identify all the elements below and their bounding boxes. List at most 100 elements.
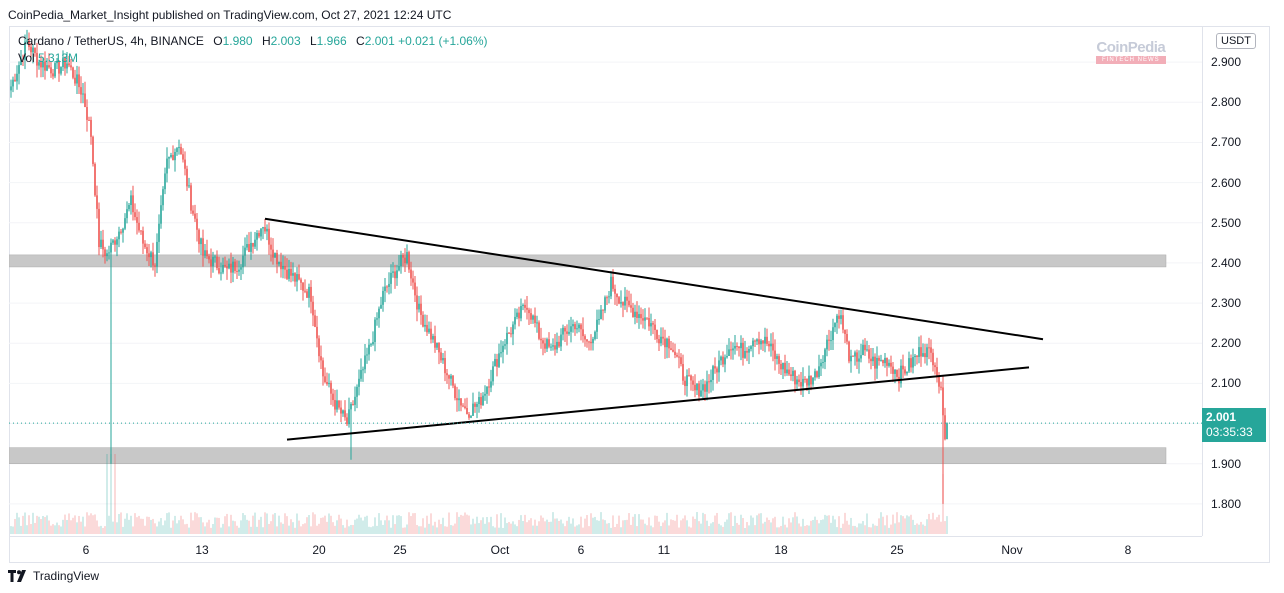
- candle-body: [338, 400, 340, 408]
- candle-body: [174, 151, 176, 161]
- volume-bar: [658, 521, 660, 534]
- candle-body: [272, 249, 274, 258]
- candlestick-chart[interactable]: [9, 26, 1202, 536]
- candle-body: [580, 324, 582, 330]
- volume-bar: [274, 513, 276, 534]
- candle-body: [818, 366, 820, 377]
- candle-body: [204, 250, 206, 256]
- candle-body: [688, 375, 690, 377]
- volume-bar: [190, 512, 192, 534]
- volume-bar: [144, 525, 146, 534]
- symbol-name[interactable]: Cardano / TetherUS, 4h, BINANCE: [18, 34, 204, 48]
- candle-body: [702, 384, 704, 391]
- candle-body: [694, 384, 696, 391]
- volume-bar: [670, 519, 672, 534]
- candle-body: [830, 340, 832, 342]
- candle-body: [462, 405, 464, 407]
- candle-body: [774, 350, 776, 359]
- candle-body: [866, 349, 868, 351]
- volume-bar: [420, 526, 422, 534]
- candle-body: [22, 58, 24, 60]
- candle-body: [754, 340, 756, 342]
- candle-body: [568, 331, 570, 334]
- candle-body: [744, 350, 746, 358]
- candle-body: [710, 379, 712, 383]
- candle-body: [252, 242, 254, 247]
- candle-body: [350, 403, 352, 410]
- volume-value: 5.313M: [38, 51, 79, 65]
- volume-bar: [540, 515, 542, 534]
- volume-bar: [880, 512, 882, 534]
- candle-body: [430, 328, 432, 340]
- candle-body: [562, 327, 564, 335]
- volume-bar: [156, 526, 158, 534]
- time-tick-label: Oct: [490, 543, 510, 557]
- candle-body: [640, 314, 642, 319]
- volume-bar: [316, 525, 318, 534]
- volume-bar: [104, 526, 106, 534]
- candle-body: [870, 358, 872, 362]
- candle-body: [716, 368, 718, 373]
- candle-body: [862, 344, 864, 356]
- currency-button[interactable]: USDT: [1216, 33, 1256, 49]
- candle-body: [360, 370, 362, 379]
- volume-bar: [834, 519, 836, 534]
- volume-bar: [136, 517, 138, 534]
- candle-body: [240, 267, 242, 270]
- candle-body: [152, 252, 154, 266]
- candle-body: [74, 77, 76, 84]
- candle-body: [812, 377, 814, 385]
- candle-body: [792, 370, 794, 377]
- volume-bar: [320, 517, 322, 534]
- volume-bar: [408, 512, 410, 534]
- candle-body: [656, 329, 658, 340]
- candle-body: [766, 336, 768, 344]
- candle-body: [330, 382, 332, 394]
- candle-body: [684, 380, 686, 387]
- volume-bar: [360, 517, 362, 534]
- volume-bar: [256, 526, 258, 534]
- tradingview-footer[interactable]: TradingView: [8, 569, 99, 583]
- candle-body: [334, 400, 336, 410]
- volume-bar: [826, 515, 828, 534]
- volume-bar: [882, 516, 884, 534]
- candle-body: [352, 403, 354, 405]
- symbol-legend[interactable]: Cardano / TetherUS, 4h, BINANCE O1.980 H…: [18, 34, 488, 48]
- candle-body: [370, 344, 372, 346]
- volume-bar: [364, 516, 366, 534]
- candle-body: [790, 374, 792, 377]
- volume-bar: [476, 516, 478, 534]
- candle-body: [614, 288, 616, 294]
- volume-legend[interactable]: Vol 5.313M: [18, 51, 78, 65]
- candle-body: [598, 319, 600, 321]
- volume-bar: [668, 525, 670, 534]
- time-tick-label: 8: [1124, 543, 1132, 557]
- volume-bar: [628, 513, 630, 534]
- price-tick-label: 2.100: [1211, 376, 1242, 391]
- tradingview-brand: TradingView: [33, 569, 100, 583]
- volume-bar: [426, 515, 428, 534]
- candle-body: [308, 286, 310, 298]
- candle-body: [128, 205, 130, 210]
- volume-bar: [612, 515, 614, 534]
- candle-body: [310, 286, 312, 302]
- candle-body: [440, 352, 442, 361]
- candle-body: [320, 356, 322, 361]
- volume-bar: [396, 515, 398, 534]
- time-tick-label: Nov: [1001, 543, 1023, 557]
- candle-body: [242, 255, 244, 268]
- candle-body: [156, 241, 158, 267]
- candle-body: [662, 336, 664, 339]
- candle-body: [172, 154, 174, 161]
- volume-bar: [792, 517, 794, 534]
- price-axis[interactable]: 2.900 2.800 2.700 2.600 2.500 2.400 2.300 2.200…: [1202, 26, 1271, 536]
- volume-bar: [432, 525, 434, 534]
- candle-body: [844, 329, 846, 334]
- candle-body: [52, 73, 54, 77]
- volume-bar: [634, 514, 636, 534]
- volume-bar: [750, 515, 752, 534]
- time-axis[interactable]: 6 13 20 25 Oct 6 11 18 25 Nov 8: [9, 536, 1202, 564]
- volume-bar: [168, 512, 170, 534]
- volume-bar: [592, 517, 594, 534]
- volume-bar: [862, 521, 864, 534]
